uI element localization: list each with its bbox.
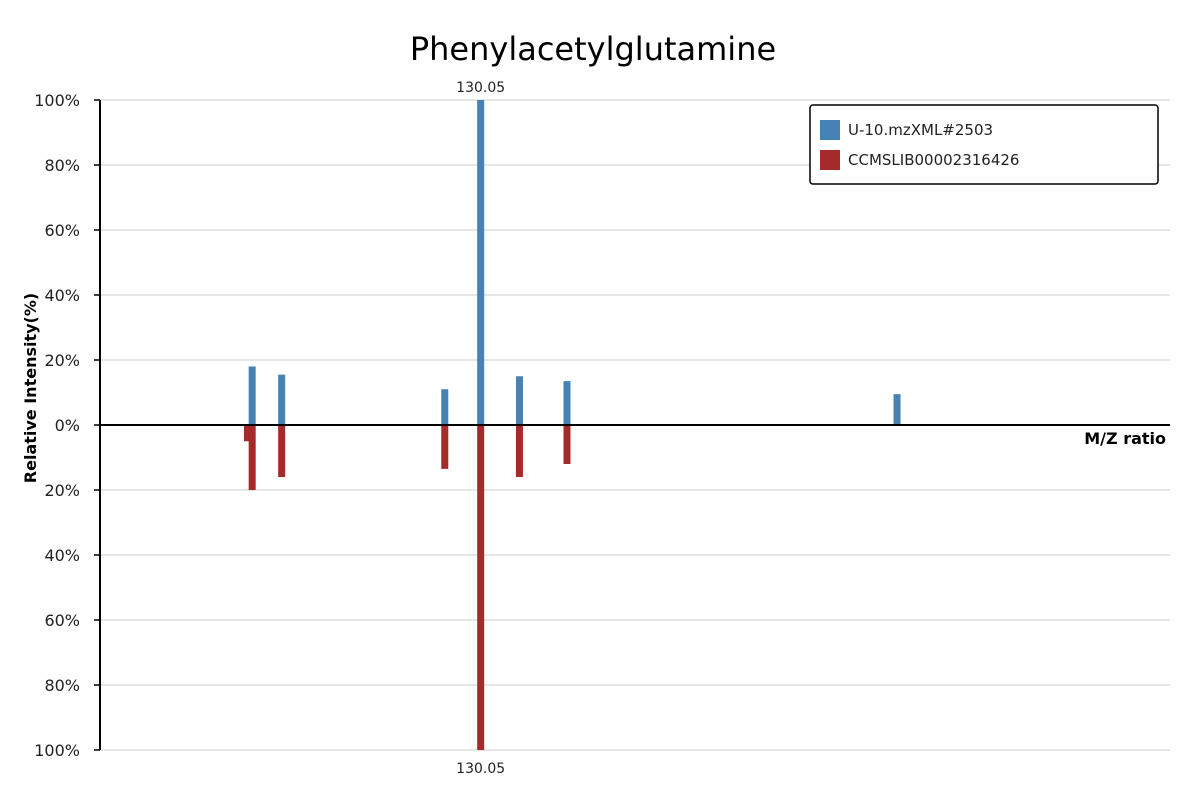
peak-bar-library [441,425,449,469]
y-tick-label: 80% [44,676,80,695]
peak-bar-query [441,389,449,425]
chart-title: Phenylacetylglutamine [410,30,776,68]
y-tick-label: 40% [44,286,80,305]
legend-label-library: CCMSLIB00002316426 [848,151,1019,169]
x-axis-label: M/Z ratio [1084,429,1166,448]
peak-bar-library [243,425,251,442]
peak-labels: 130.05 130.05 [456,80,505,777]
grid-lines [100,99,1170,751]
peak-bar-library [563,425,571,464]
peak-bar-query [563,381,571,425]
y-tick-label: 60% [44,611,80,630]
y-tick-label: 100% [34,91,80,110]
peak-bar-query [477,100,485,425]
legend-box [809,104,1159,185]
y-tick-label: 100% [34,741,80,760]
peak-bar-query [893,394,901,425]
legend: U-10.mzXML#2503 CCMSLIB00002316426 [809,104,1159,185]
peak-bar-library [515,425,523,477]
legend-label-query: U-10.mzXML#2503 [848,121,993,139]
peak-bar-query [278,374,286,425]
legend-swatch-blue [820,120,840,140]
y-tick-label: 0% [55,416,80,435]
peak-bar-library [477,425,485,750]
peak-label: 130.05 [456,761,505,777]
y-tick-label: 40% [44,546,80,565]
peak-bar-query [248,366,256,425]
bars [243,100,901,750]
peak-bar-library [278,425,286,477]
y-tick-label: 60% [44,221,80,240]
y-tick-label: 80% [44,156,80,175]
y-ticks: 100% 80% 60% 40% 20% 0% 20% 40% 60% 80% 100% [34,91,100,760]
peak-label: 130.05 [456,80,505,96]
y-tick-label: 20% [44,481,80,500]
peak-bar-query [515,376,523,425]
y-tick-label: 20% [44,351,80,370]
peak-bar-library [248,425,256,490]
legend-swatch-red [820,150,840,170]
axes [99,100,1170,750]
y-axis-label: Relative Intensity(%) [21,293,40,483]
